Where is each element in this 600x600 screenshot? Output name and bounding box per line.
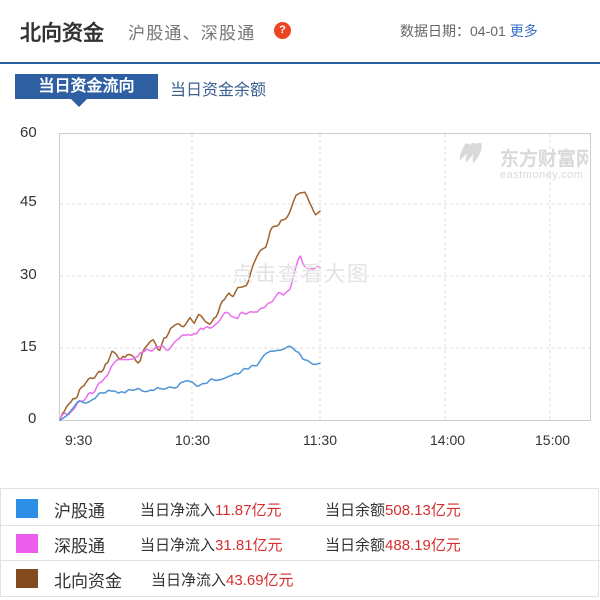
svg-text:东方财富网: 东方财富网 (500, 147, 588, 170)
svg-text:eastmoney.com: eastmoney.com (500, 169, 583, 181)
